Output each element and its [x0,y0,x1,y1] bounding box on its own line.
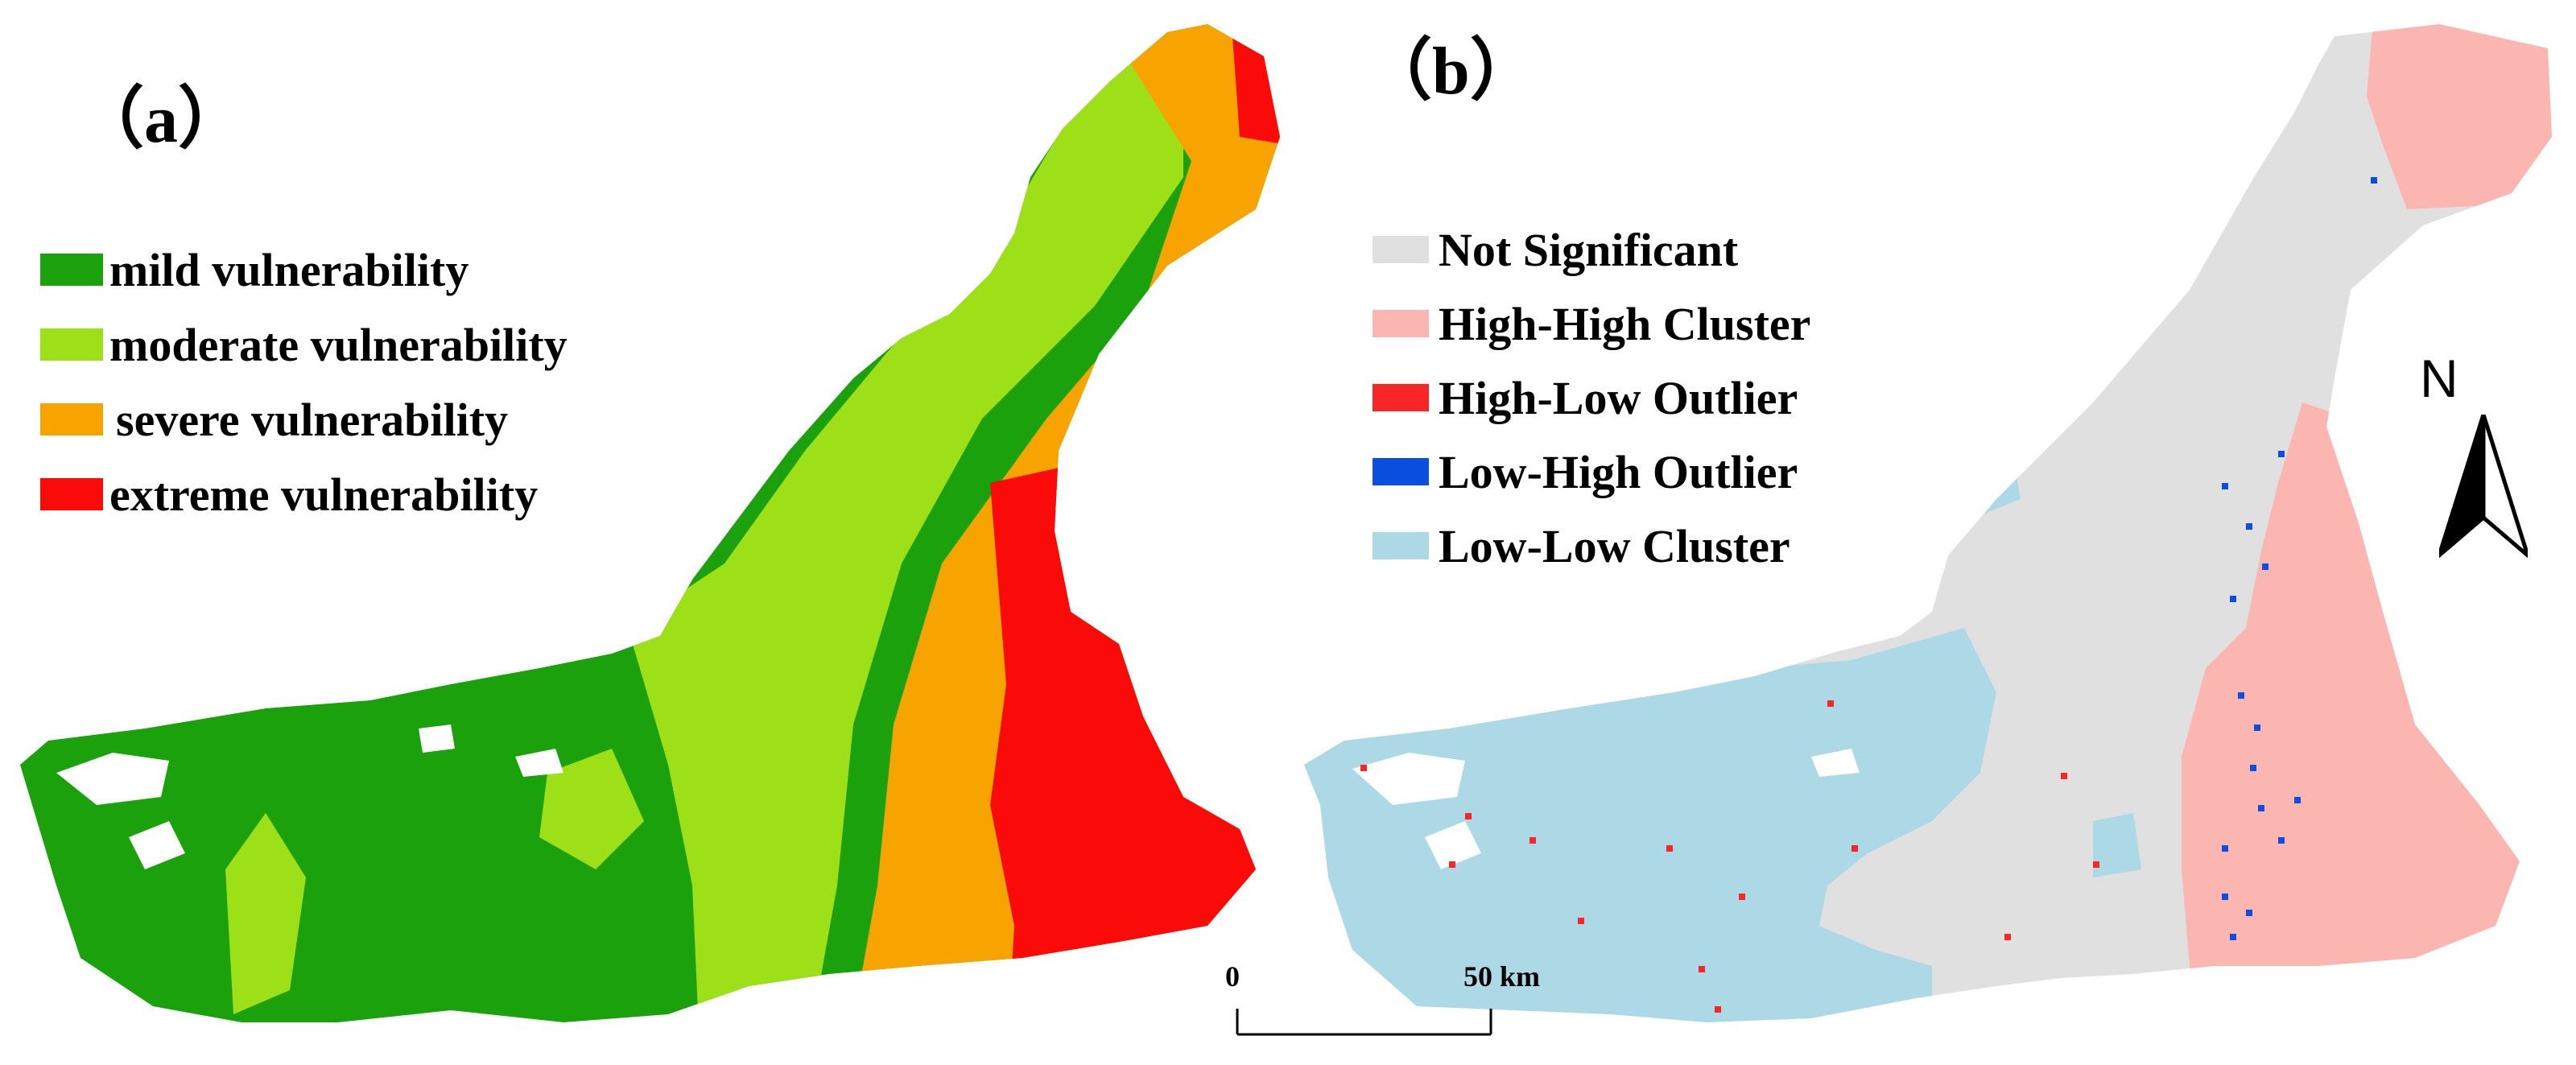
map-b-holes [1352,749,1860,869]
legend-b-item-high-low: High-Low Outlier [1373,365,1798,430]
legend-swatch [40,403,103,435]
legend-label: moderate vulnerability [109,318,568,371]
legend-swatch [1373,236,1429,263]
legend-swatch [1373,310,1429,337]
north-arrow-icon [2439,415,2528,559]
north-letter: N [2420,349,2458,408]
low-high-outlier-cells [2222,177,2377,940]
legend-label: severe vulnerability [116,393,509,446]
zone-high-high-north [2367,24,2552,209]
legend-label: High-High Cluster [1439,297,1811,350]
zone-moderate-patch [225,813,306,1014]
legend-a-item-mild: mild vulnerability [40,237,469,302]
legend-b-item-high-high: High-High Cluster [1373,291,1810,356]
legend-label: extreme vulnerability [109,468,539,521]
legend-label: Low-High Outlier [1439,445,1798,498]
high-low-outlier-cells [1360,700,2099,1013]
legend-swatch [1373,384,1429,411]
zone-low-low-patch [2093,813,2141,877]
legend-swatch [40,328,103,361]
legend-swatch [1373,532,1429,559]
legend-a-item-moderate: moderate vulnerability [40,312,568,377]
panel-a-label: （a） [76,82,246,157]
zone-extreme-east [990,467,1280,1022]
zone-low-low [1304,628,1996,1022]
legend-label: Not Significant [1439,223,1739,276]
legend-swatch [40,254,103,286]
panel-b-label: （b） [1364,34,1538,109]
legend-b-item-low-low: Low-Low Cluster [1373,514,1790,578]
zone-high-high-east [2182,402,2552,1022]
zone-moderate [628,48,1183,1022]
zone-moderate-patch [539,749,644,869]
legend-b-item-not-significant: Not Significant [1373,217,1738,282]
scale-start-label: 0 [1225,960,1240,993]
scale-end-label: 50 km [1463,960,1541,993]
legend-swatch [1373,458,1429,485]
legend-a-item-severe: severe vulnerability [40,387,508,452]
legend-label: mild vulnerability [109,243,469,296]
scale-bar-line [1236,1009,1492,1036]
legend-a-item-extreme: extreme vulnerability [40,462,538,526]
map-a-holes [56,724,564,869]
legend-swatch [40,478,103,510]
legend-label: High-Low Outlier [1439,371,1798,424]
legend-b-item-low-high: Low-High Outlier [1373,440,1798,504]
legend-label: Low-Low Cluster [1439,519,1790,572]
